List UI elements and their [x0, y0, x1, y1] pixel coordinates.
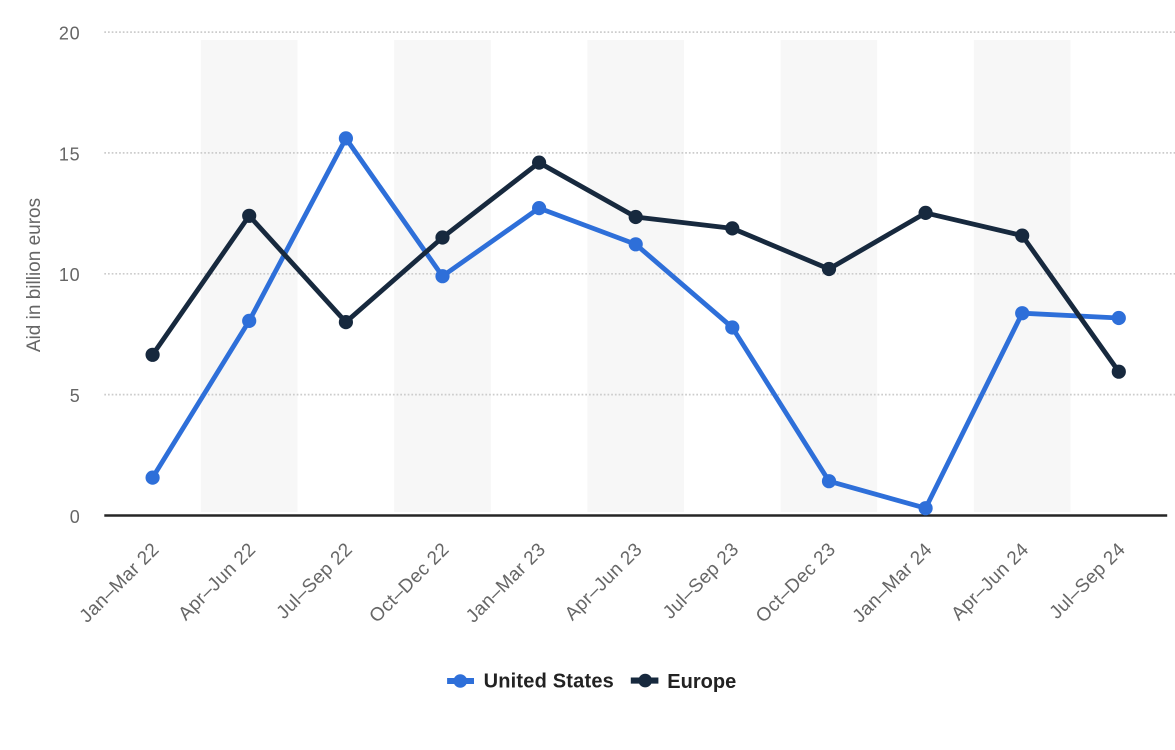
svg-text:20: 20: [59, 24, 81, 44]
svg-text:10: 10: [59, 265, 81, 285]
svg-text:0: 0: [70, 507, 81, 527]
svg-text:15: 15: [59, 144, 81, 164]
svg-text:Aid in billion euros: Aid in billion euros: [24, 198, 45, 352]
svg-text:United States: United States: [484, 671, 614, 693]
svg-text:Europe: Europe: [667, 671, 736, 693]
svg-text:5: 5: [70, 386, 81, 406]
